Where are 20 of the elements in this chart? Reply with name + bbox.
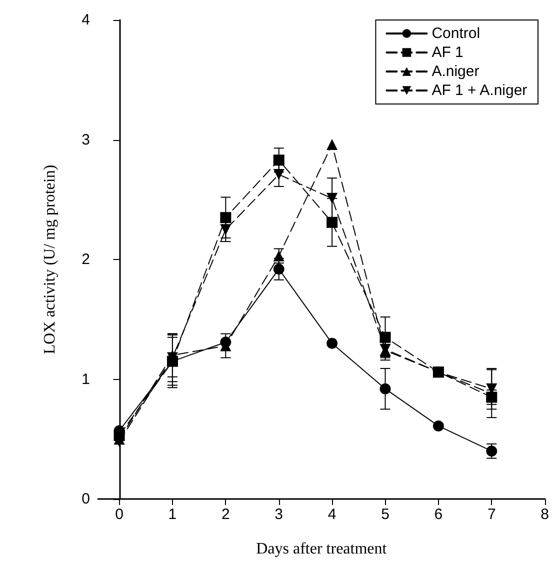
legend-label: AF 1	[432, 44, 464, 61]
x-tick-label: 4	[328, 506, 336, 523]
x-tick-label: 6	[434, 506, 443, 523]
x-tick-label: 0	[115, 506, 124, 523]
y-tick-label: 1	[82, 370, 90, 388]
x-tick-label: 8	[540, 506, 549, 523]
y-tick-label: 0	[82, 490, 90, 508]
legend-label: A.niger	[432, 63, 480, 80]
legend-label: Control	[432, 25, 480, 42]
y-tick-label: 2	[82, 251, 90, 268]
legend-label: AF 1 + A.niger	[432, 82, 528, 99]
x-tick-label: 5	[381, 506, 390, 523]
x-tick-label: 7	[487, 506, 496, 523]
x-tick-label: 1	[168, 506, 177, 523]
x-axis-title: Days after treatment	[256, 540, 388, 558]
y-axis-title: LOX activity (U/ mg protein)	[42, 164, 58, 354]
x-tick-label: 3	[274, 506, 284, 523]
y-tick-label: 4	[82, 12, 90, 28]
x-tick-label: 2	[221, 506, 230, 523]
y-tick-label: 3	[82, 131, 90, 148]
